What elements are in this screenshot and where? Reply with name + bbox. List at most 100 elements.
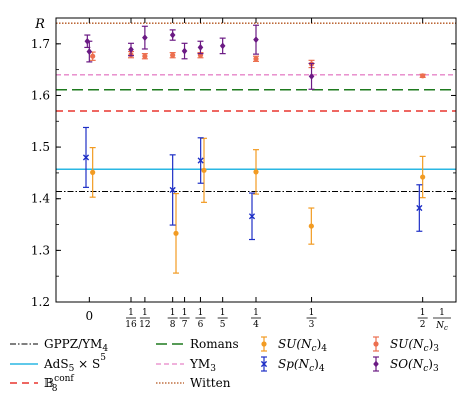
legend-marker-3-1 (373, 360, 379, 368)
legend-label-1-2: Witten (190, 376, 231, 390)
legend-item-1-0: Romans (156, 337, 239, 351)
axes: 1.21.31.41.51.61.7R0 11611218171615141312… (31, 17, 457, 332)
data-point-1-0 (82, 154, 90, 161)
legend-label-0-1-sup: 5 (100, 353, 106, 363)
data-point-3-1 (86, 48, 93, 55)
legend-label-1-2-main: Witten (190, 376, 231, 390)
legend-label-3-1-main: SO(N (390, 357, 424, 371)
data-point-2-2 (142, 53, 148, 59)
y-tick-label-3: 1.5 (31, 140, 50, 154)
x-axis-label-den: Nc (435, 321, 448, 332)
x-tick-label-den-9: 2 (420, 320, 426, 330)
data-point-0-4 (308, 223, 314, 229)
data-point-0-1 (173, 230, 179, 236)
data-point-1-4 (416, 204, 423, 212)
x-tick-label-9: 12 (417, 308, 428, 330)
data-point-3-3 (142, 34, 148, 42)
legend-label-2-0-sub: c (312, 344, 317, 354)
x-tick-label-4: 17 (179, 308, 190, 330)
legend-label-2-1-main: Sp(N (278, 357, 310, 371)
legend-label-0-0-sub: 4 (102, 344, 108, 354)
series-3 (84, 24, 315, 90)
legend-label-0-2: 𝔹conf 8 (44, 374, 74, 394)
legend-label-2-1: Sp(Nc)4 (278, 357, 325, 374)
legend-label-3-1-sub: c (423, 364, 428, 374)
x-axis-label: 1 Nc (433, 308, 451, 332)
legend-item-2-1: Sp(Nc)4 (260, 356, 325, 374)
legend-label-3-1-rest: ) (428, 357, 433, 371)
x-tick-label-num-3: 1 (170, 308, 176, 318)
x-tick-label-2: 112 (139, 308, 150, 330)
x-tick-label-0: 0 (86, 309, 94, 323)
legend-label-0-0-main: GPPZ/YM (44, 337, 102, 351)
legend-label-0-1-rest: × S (74, 357, 100, 371)
legend-item-2-0: SU(Nc)4 (261, 336, 327, 354)
data-point-3-5 (181, 47, 188, 55)
x-axis-label-den-main: N (435, 321, 445, 331)
legend-item-3-0: SU(Nc)3 (373, 336, 439, 354)
legend-label-2-1-sub2: 4 (319, 364, 325, 374)
legend-label-3-0-main: SU(N (390, 337, 424, 351)
data-point-0-2 (201, 167, 207, 173)
data-point-3-2 (128, 46, 134, 53)
legend-label-0-2-main: 𝔹 (44, 376, 54, 390)
legend-label-3-1-sub2: 3 (433, 364, 439, 374)
legend-marker-2-0 (261, 341, 267, 347)
x-tick-label-den-5: 6 (198, 320, 204, 330)
legend-label-2-1-sub: c (309, 364, 314, 374)
legend-marker-3-0 (373, 341, 379, 347)
legend-label-2-0-rest: ) (317, 337, 322, 351)
legend-item-1-1: YM3 (156, 357, 216, 374)
legend-label-2-0-sub2: 4 (321, 344, 327, 354)
x-tick-label-5: 16 (195, 308, 206, 330)
legend-label-1-1: YM3 (189, 357, 216, 374)
data-point-1-2 (197, 157, 204, 164)
data-point-0-5 (420, 174, 426, 180)
legend-item-3-1: SO(Nc)3 (373, 356, 439, 374)
legend-label-3-0-sub: c (424, 344, 429, 354)
data-point-0-0 (90, 169, 96, 175)
y-tick-label-1: 1.3 (31, 243, 50, 257)
legend-label-3-1: SO(Nc)3 (390, 357, 439, 374)
y-tick-label-2: 1.4 (31, 192, 50, 206)
legend-marker-2-1 (260, 360, 268, 368)
legend-item-0-2: 𝔹conf 8 (10, 374, 74, 394)
data-point-1-1 (169, 186, 176, 194)
x-tick-label-num-7: 1 (253, 308, 259, 318)
data-point-3-4 (169, 31, 176, 39)
x-tick-label-den-3: 8 (170, 320, 176, 330)
legend-label-0-0: GPPZ/YM4 (44, 337, 108, 354)
data-point-2-3 (170, 52, 176, 58)
x-axis-label-num: 1 (439, 308, 445, 318)
y-tick-label-0: 1.2 (31, 295, 50, 309)
legend-label-0-2-sub: 8 (52, 384, 58, 394)
x-tick-label-den-4: 7 (182, 320, 188, 330)
y-tick-label-5: 1.7 (31, 37, 50, 51)
plot-area (56, 22, 456, 274)
x-tick-label-num-1: 1 (128, 308, 134, 318)
y-axis-label: R (34, 17, 45, 32)
x-tick-label-num-5: 1 (198, 308, 204, 318)
x-tick-label-1: 116 (125, 308, 137, 330)
data-point-3-9 (308, 72, 315, 80)
legend-label-0-1-main: AdS (43, 357, 69, 371)
legend-label-2-0: SU(Nc)4 (278, 337, 327, 354)
legend-label-3-0-rest: ) (429, 337, 434, 351)
data-point-2-5 (253, 56, 259, 62)
series-0 (89, 137, 426, 274)
legend-label-1-1-main: YM (189, 357, 210, 371)
x-tick-label-den-2: 12 (139, 320, 150, 330)
legend-item-0-1: AdS5 × S5 (10, 353, 106, 374)
data-point-3-6 (197, 44, 204, 51)
data-point-3-8 (253, 36, 259, 44)
legend-label-2-1-rest: ) (314, 357, 319, 371)
x-axis-label-den-sub: c (444, 324, 448, 332)
legend-label-3-0-sub2: 3 (433, 344, 439, 354)
data-point-1-3 (248, 213, 256, 220)
x-tick-label-den-6: 5 (220, 320, 226, 330)
x-tick-label-6: 15 (217, 308, 228, 330)
x-tick-label-num-4: 1 (182, 308, 188, 318)
legend-item-1-2: Witten (156, 376, 231, 390)
x-tick-label-num-8: 1 (309, 308, 315, 318)
